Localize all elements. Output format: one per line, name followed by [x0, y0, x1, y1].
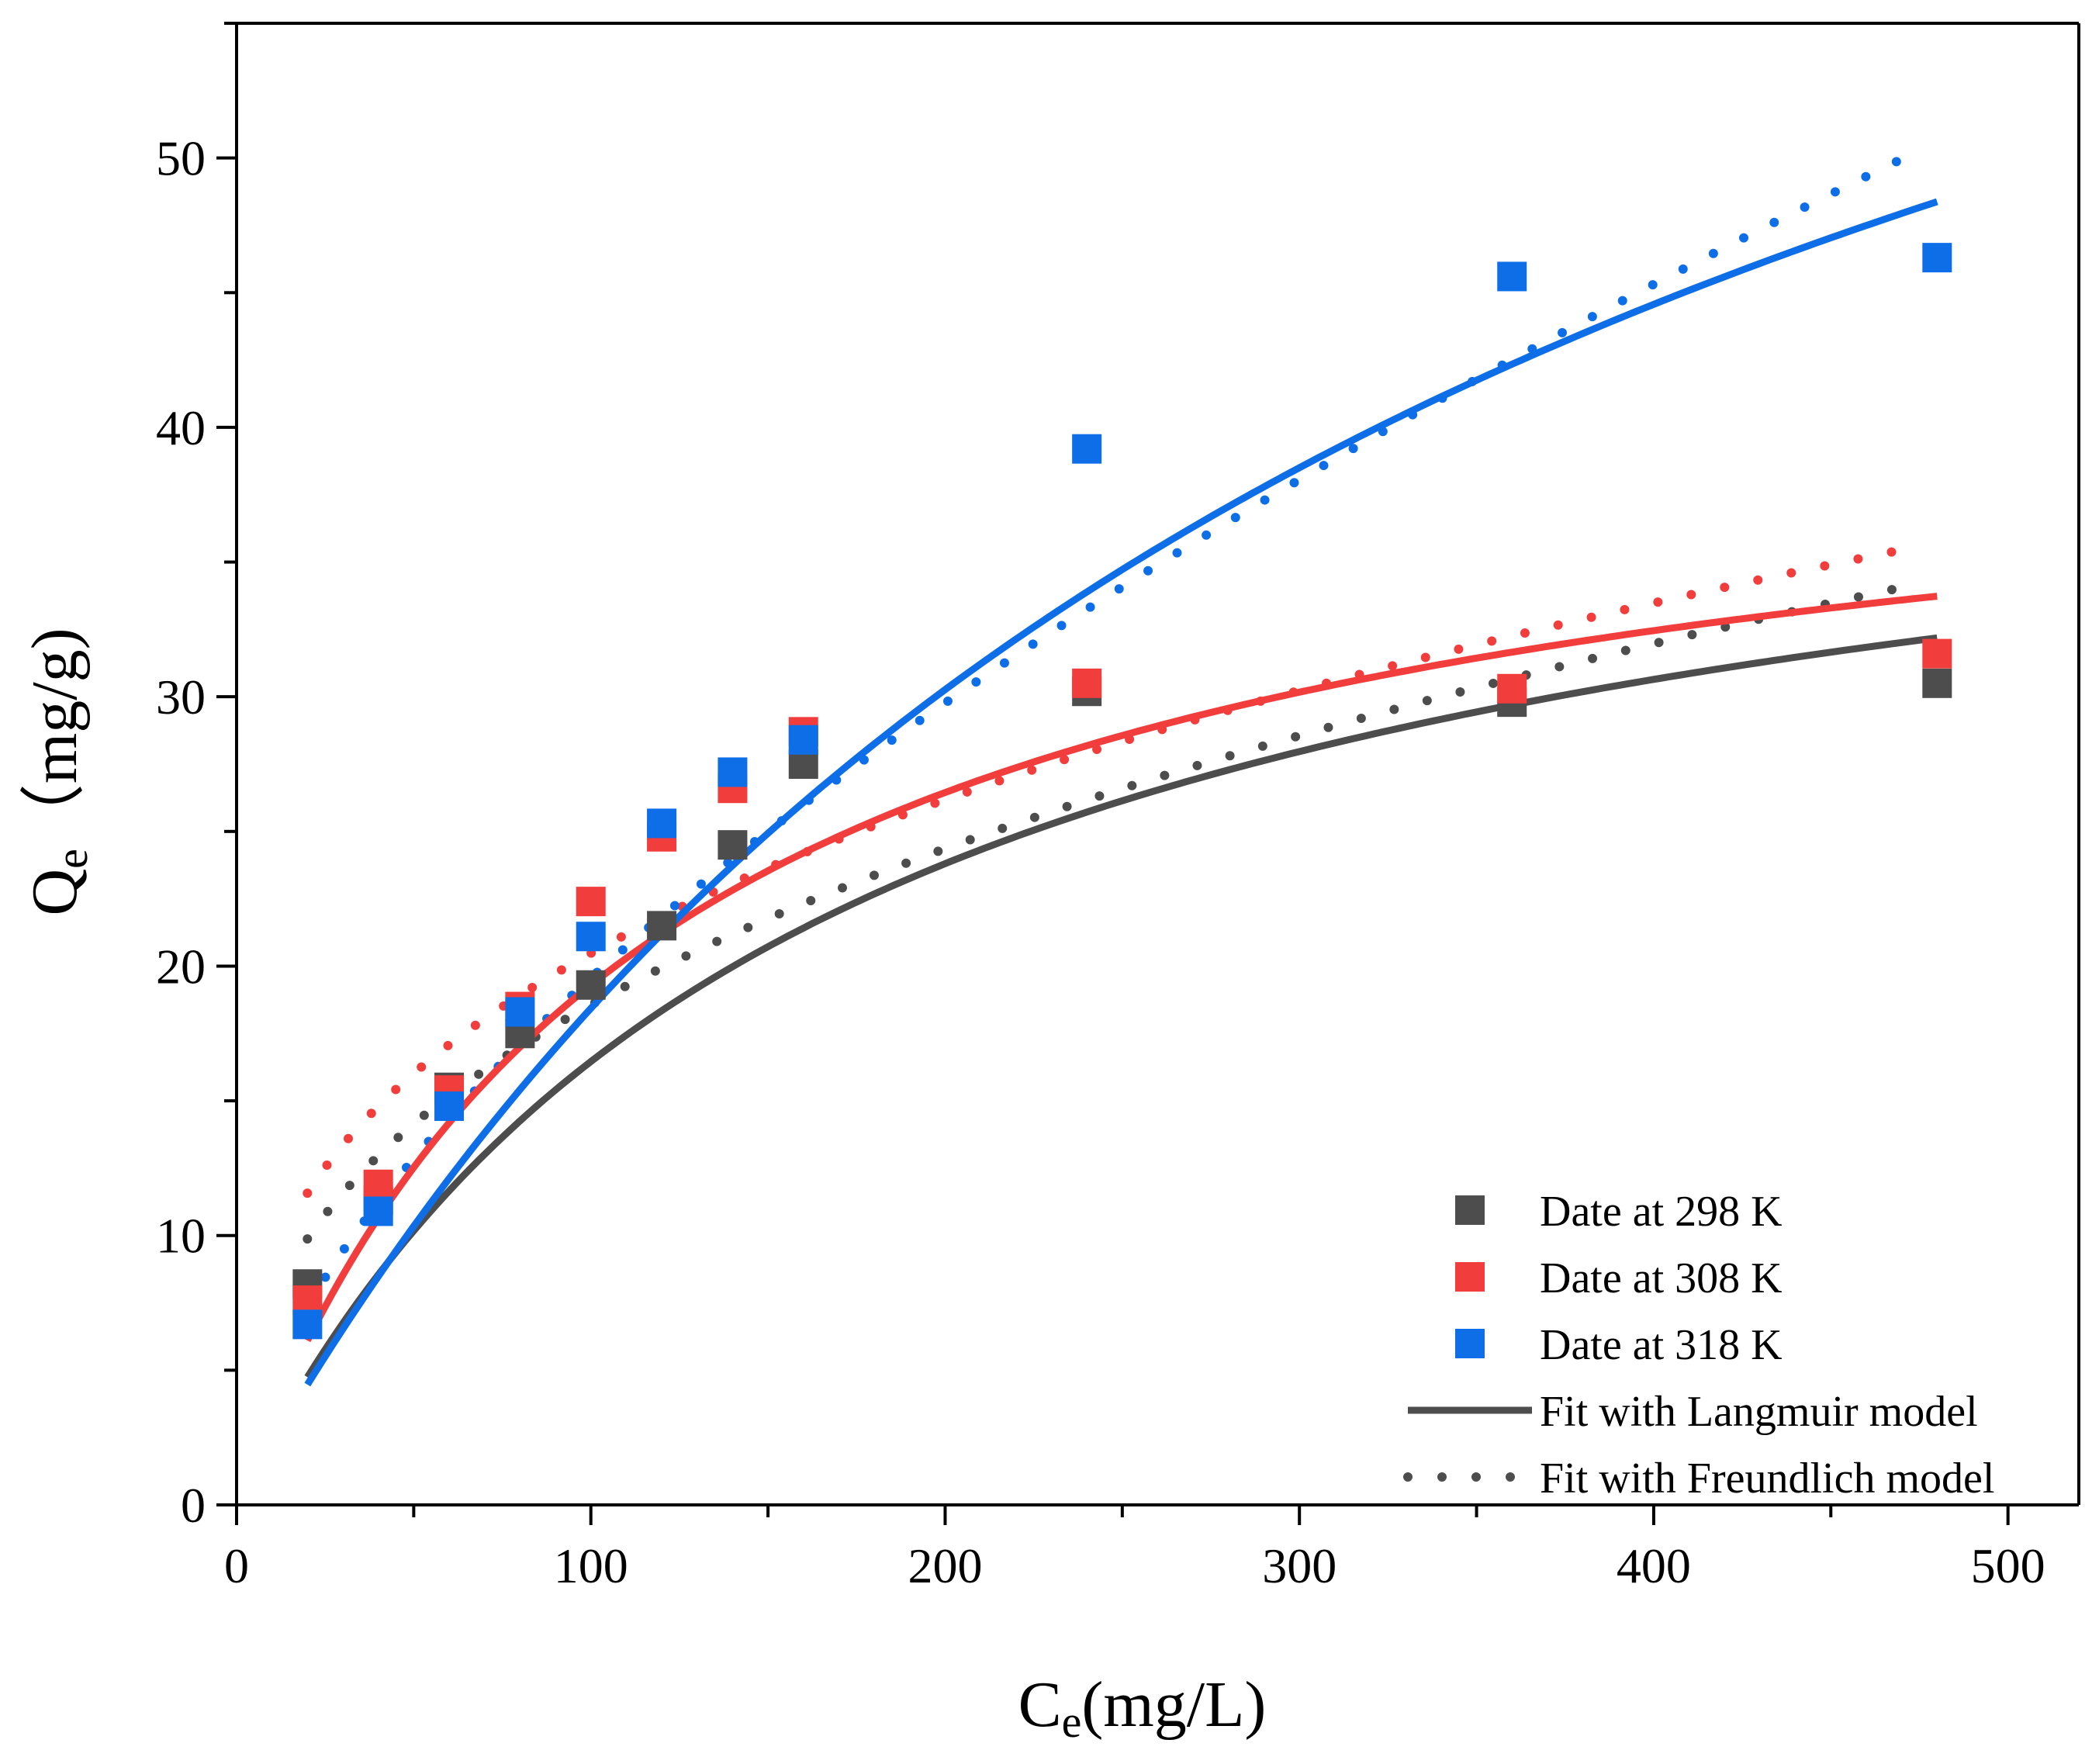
data-point-series2-6 [718, 757, 748, 787]
legend-marker-square [1455, 1262, 1485, 1292]
data-point-series0-10 [1922, 668, 1952, 698]
legend-marker-square [1455, 1329, 1485, 1358]
legend-marker-square [1455, 1195, 1485, 1225]
legend-label: Fit with Langmuir model [1540, 1388, 1978, 1436]
data-point-series2-3 [505, 997, 535, 1027]
axes: 0 100 200 300 400 500 0 10 20 30 40 50 [156, 22, 2080, 1593]
data-point-series1-1 [363, 1169, 393, 1199]
data-point-series1-10 [1922, 638, 1952, 669]
data-point-series1-8 [1072, 668, 1102, 698]
y-tick-label: 10 [156, 1209, 206, 1264]
x-tick-label: 500 [1971, 1538, 2045, 1593]
legend-label: Fit with Freundlich model [1540, 1454, 1994, 1503]
y-tick-label: 0 [181, 1478, 206, 1533]
data-point-series0-4 [576, 970, 606, 1000]
data-point-series2-4 [576, 922, 606, 952]
y-tick-label: 20 [156, 939, 206, 994]
legend-label: Date at 318 K [1540, 1321, 1783, 1369]
x-axis-title-main: C [1018, 1669, 1062, 1741]
data-point-series2-1 [363, 1196, 393, 1226]
x-tick-label: 100 [554, 1538, 628, 1593]
data-point-series0-6 [718, 830, 748, 860]
x-axis-title-subscript: e [1062, 1697, 1082, 1747]
data-point-series2-0 [292, 1309, 323, 1340]
legend: Date at 298 K Date at 308 K Date at 318 K F… [1403, 1188, 1994, 1503]
data-point-series1-9 [1497, 673, 1527, 704]
x-tick-label: 0 [224, 1538, 249, 1593]
axis-titles: Ce(mg/L) Qe（mg/g) [19, 628, 1266, 1747]
data-points [292, 243, 1952, 1340]
data-point-series2-5 [647, 808, 677, 839]
x-tick-label: 300 [1262, 1538, 1337, 1593]
data-point-series1-4 [576, 887, 606, 917]
data-point-series2-9 [1497, 261, 1527, 292]
freundlich-fit-curve-2 [303, 154, 1907, 1311]
langmuir-fit-curve-2 [304, 198, 1938, 1387]
data-point-series2-8 [1072, 434, 1102, 464]
x-axis-title-rest: (mg/L) [1081, 1669, 1266, 1741]
y-axis-title-rest: （mg/g) [19, 628, 91, 849]
data-point-series0-5 [647, 911, 677, 941]
x-axis-title: Ce(mg/L) [1018, 1669, 1267, 1747]
y-tick-label: 50 [156, 131, 206, 186]
y-tick-label: 30 [156, 669, 206, 725]
x-tick-label: 200 [908, 1538, 982, 1593]
data-point-series2-10 [1922, 243, 1952, 273]
y-tick-label: 40 [156, 400, 206, 455]
y-axis-title: Qe（mg/g) [19, 628, 97, 915]
data-point-series2-7 [788, 725, 818, 755]
langmuir-fit-curve-0 [304, 634, 1938, 1379]
legend-label: Date at 298 K [1540, 1188, 1783, 1236]
y-axis-title-main: Q [19, 869, 91, 916]
y-axis-title-subscript: e [47, 849, 97, 869]
data-point-series2-2 [434, 1091, 465, 1122]
x-tick-label: 400 [1617, 1538, 1691, 1593]
legend-label: Date at 308 K [1540, 1254, 1783, 1302]
